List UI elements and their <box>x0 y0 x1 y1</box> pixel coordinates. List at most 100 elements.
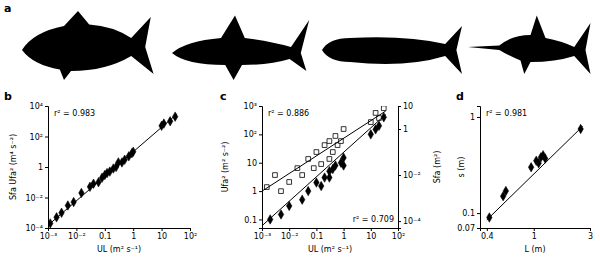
point <box>299 195 304 204</box>
y-tick: 10⁻² <box>25 194 48 203</box>
y-tick-label: 10² <box>244 130 257 139</box>
point <box>318 181 323 190</box>
x-tick-label: 0.4 <box>481 232 494 241</box>
annotation: r² = 0.886 <box>268 109 309 118</box>
x-tick: 0.1 <box>99 228 112 241</box>
panel-label: a <box>4 2 11 15</box>
panel: 10⁻³10⁻²0.111010²0.111010²10³10⁻⁴10⁻²110… <box>220 90 442 254</box>
point <box>341 161 346 170</box>
y-axis: 0.1 1 10 10² 10³ <box>244 102 263 228</box>
point <box>311 166 316 171</box>
y2-tick: 10 <box>398 102 413 111</box>
x-tick-label: 10⁻² <box>281 232 299 241</box>
x-tick-mark <box>534 228 535 231</box>
y2-tick-mark <box>398 106 401 107</box>
x-axis-line <box>481 229 591 232</box>
x-tick: 10 <box>366 228 376 241</box>
point <box>578 124 583 133</box>
point <box>333 134 338 139</box>
x-tick-mark <box>190 228 191 231</box>
y-tick-mark <box>259 106 262 107</box>
y-tick: 10 <box>247 159 262 168</box>
y2-axis: 10⁻⁴ 10⁻² 1 10 <box>398 102 421 228</box>
x-tick: 10 <box>157 228 167 241</box>
point <box>327 139 332 144</box>
x-tick-label: 0.1 <box>99 232 112 241</box>
x-tick-label: 1 <box>131 232 136 241</box>
panel: 10⁻³10⁻²0.111010²10⁻⁴10⁻²110²10⁴br² = 0.… <box>4 90 197 254</box>
x-tick: 3 <box>588 228 593 241</box>
point <box>273 173 278 178</box>
y-tick-label: 0.1 <box>462 209 475 218</box>
y-tick-mark <box>477 228 480 229</box>
x-tick: 1 <box>131 228 136 241</box>
y-tick-label: 0.1 <box>244 216 257 225</box>
y-tick-label: 0.07 <box>457 224 475 233</box>
point <box>278 210 283 219</box>
x-tick-label: 10² <box>392 232 405 241</box>
x-axis: 10⁻³10⁻²0.111010² <box>40 228 198 241</box>
x-tick-label: 3 <box>588 232 593 241</box>
point <box>542 154 547 163</box>
plot-area <box>48 112 178 228</box>
x-axis: 10⁻³10⁻²0.111010² <box>254 228 406 241</box>
y-tick-mark <box>45 198 48 199</box>
y-tick: 10³ <box>244 102 262 111</box>
point <box>333 161 338 170</box>
point <box>314 150 319 155</box>
y-tick-mark <box>477 213 480 214</box>
y2-tick: 10⁻⁴ <box>398 217 421 226</box>
y-tick-mark <box>259 219 262 220</box>
x-tick-label: 1 <box>532 232 537 241</box>
y2-axis-line <box>399 107 402 229</box>
y-tick-mark <box>259 191 262 192</box>
annotation: r² = 0.983 <box>54 109 95 118</box>
plot-area <box>262 106 387 226</box>
point <box>300 173 305 178</box>
y-tick-label: 10⁻⁴ <box>25 224 43 233</box>
x-tick-label: 10⁻² <box>68 232 86 241</box>
x-tick: 10⁻³ <box>254 228 272 241</box>
silhouette <box>172 16 309 81</box>
point <box>373 111 378 116</box>
point <box>330 150 335 155</box>
point <box>305 186 310 195</box>
y-tick: 10² <box>244 130 262 139</box>
x-tick: 10² <box>392 228 405 241</box>
y-tick: 1 <box>470 113 480 122</box>
y-axis: 10⁻⁴10⁻²110²10⁴ <box>25 102 48 233</box>
y-axis-title: Ufa² (m² s⁻²) <box>221 142 230 193</box>
point <box>528 162 533 171</box>
x-tick-label: 10² <box>184 232 197 241</box>
y-tick-label: 10 <box>247 159 257 168</box>
x-tick: 1 <box>342 228 347 241</box>
y-tick: 10⁴ <box>30 102 48 111</box>
x-tick-mark <box>590 228 591 231</box>
point <box>91 179 96 188</box>
point <box>322 143 327 148</box>
x-tick-mark <box>76 228 77 231</box>
y-tick: 0.1 <box>244 216 262 225</box>
y-axis-line <box>259 107 263 229</box>
y2-tick-label: 10⁻² <box>403 171 421 180</box>
y2-tick-mark <box>398 221 401 222</box>
y2-tick: 1 <box>398 125 408 134</box>
point <box>319 162 324 167</box>
x-axis: 0.4 1 3 <box>481 228 594 241</box>
silhouette <box>322 26 462 74</box>
x-tick: 1 <box>532 228 537 241</box>
y-tick-mark <box>259 134 262 135</box>
y-axis-title: s (m) <box>457 157 466 178</box>
point <box>287 180 292 185</box>
y-tick-label: 10⁴ <box>30 102 43 111</box>
y-tick: 0.07 <box>457 224 480 233</box>
point <box>279 189 284 194</box>
silhouette <box>22 11 154 80</box>
y-tick: 0.1 <box>462 209 480 218</box>
y-tick-mark <box>45 167 48 168</box>
x-tick: 0.4 <box>481 228 494 241</box>
panel-label: d <box>456 90 464 103</box>
x-tick-label: 1 <box>342 232 347 241</box>
y-tick-label: 1 <box>252 187 257 196</box>
x-tick-mark <box>344 228 345 231</box>
